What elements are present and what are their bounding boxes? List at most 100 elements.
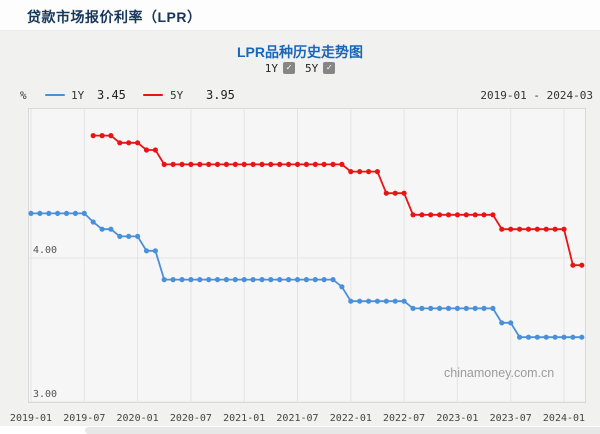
data-point-5y[interactable] bbox=[348, 169, 354, 175]
data-point-1y[interactable] bbox=[561, 334, 567, 340]
data-point-1y[interactable] bbox=[552, 334, 558, 340]
data-point-1y[interactable] bbox=[63, 210, 70, 216]
data-point-1y[interactable] bbox=[472, 305, 478, 311]
data-point-5y[interactable] bbox=[445, 212, 452, 218]
lpr-line-chart[interactable] bbox=[28, 108, 586, 403]
data-point-5y[interactable] bbox=[472, 212, 478, 218]
data-point-1y[interactable] bbox=[383, 298, 389, 304]
data-point-5y[interactable] bbox=[303, 161, 309, 167]
data-point-5y[interactable] bbox=[232, 161, 238, 167]
data-point-1y[interactable] bbox=[303, 277, 309, 283]
data-point-1y[interactable] bbox=[294, 277, 301, 283]
data-point-1y[interactable] bbox=[46, 210, 52, 216]
data-point-1y[interactable] bbox=[170, 277, 176, 283]
data-point-5y[interactable] bbox=[428, 212, 434, 218]
data-point-1y[interactable] bbox=[312, 277, 318, 283]
data-point-1y[interactable] bbox=[321, 277, 327, 283]
data-point-1y[interactable] bbox=[543, 334, 549, 340]
data-point-1y[interactable] bbox=[241, 277, 247, 283]
data-point-1y[interactable] bbox=[277, 277, 283, 283]
data-point-5y[interactable] bbox=[179, 161, 185, 167]
data-point-5y[interactable] bbox=[517, 226, 523, 232]
data-point-1y[interactable] bbox=[437, 305, 443, 311]
data-point-1y[interactable] bbox=[28, 210, 34, 216]
data-point-5y[interactable] bbox=[143, 147, 150, 153]
data-point-5y[interactable] bbox=[170, 161, 176, 167]
data-point-1y[interactable] bbox=[55, 210, 61, 216]
data-point-5y[interactable] bbox=[490, 212, 496, 218]
data-point-5y[interactable] bbox=[419, 212, 425, 218]
data-point-5y[interactable] bbox=[561, 226, 567, 232]
data-point-5y[interactable] bbox=[330, 161, 336, 167]
data-point-5y[interactable] bbox=[277, 161, 283, 167]
data-point-5y[interactable] bbox=[188, 161, 194, 167]
data-point-1y[interactable] bbox=[152, 248, 158, 254]
data-point-5y[interactable] bbox=[579, 262, 585, 268]
data-point-5y[interactable] bbox=[534, 226, 540, 232]
data-point-1y[interactable] bbox=[570, 334, 576, 340]
data-point-1y[interactable] bbox=[401, 298, 407, 304]
data-point-5y[interactable] bbox=[339, 161, 345, 167]
data-point-1y[interactable] bbox=[37, 210, 43, 216]
data-point-5y[interactable] bbox=[383, 190, 389, 196]
data-point-1y[interactable] bbox=[525, 334, 532, 340]
data-point-1y[interactable] bbox=[463, 305, 469, 311]
data-point-5y[interactable] bbox=[481, 212, 487, 218]
data-point-1y[interactable] bbox=[259, 277, 265, 283]
checkbox-1y[interactable]: ✓ bbox=[283, 62, 295, 74]
data-point-1y[interactable] bbox=[90, 219, 96, 225]
data-point-5y[interactable] bbox=[312, 161, 318, 167]
data-point-5y[interactable] bbox=[90, 133, 96, 139]
data-point-1y[interactable] bbox=[534, 334, 540, 340]
data-point-1y[interactable] bbox=[223, 277, 229, 283]
data-point-5y[interactable] bbox=[321, 161, 327, 167]
data-point-1y[interactable] bbox=[366, 298, 372, 304]
data-point-1y[interactable] bbox=[490, 305, 496, 311]
data-point-1y[interactable] bbox=[374, 298, 380, 304]
data-point-5y[interactable] bbox=[401, 190, 407, 196]
data-point-1y[interactable] bbox=[214, 277, 221, 283]
data-point-5y[interactable] bbox=[241, 161, 247, 167]
data-point-1y[interactable] bbox=[357, 298, 363, 304]
data-point-5y[interactable] bbox=[508, 226, 514, 232]
data-point-5y[interactable] bbox=[268, 161, 274, 167]
data-point-1y[interactable] bbox=[72, 210, 78, 216]
data-point-1y[interactable] bbox=[419, 305, 425, 311]
data-point-5y[interactable] bbox=[197, 161, 203, 167]
data-point-5y[interactable] bbox=[437, 212, 443, 218]
data-point-1y[interactable] bbox=[197, 277, 203, 283]
data-point-5y[interactable] bbox=[99, 133, 105, 139]
data-point-5y[interactable] bbox=[223, 161, 229, 167]
data-point-1y[interactable] bbox=[392, 298, 398, 304]
data-point-5y[interactable] bbox=[108, 133, 114, 139]
data-point-1y[interactable] bbox=[330, 277, 336, 283]
data-point-1y[interactable] bbox=[232, 277, 238, 283]
data-point-5y[interactable] bbox=[135, 140, 141, 146]
data-point-1y[interactable] bbox=[81, 210, 87, 216]
data-point-5y[interactable] bbox=[552, 226, 558, 232]
data-point-5y[interactable] bbox=[214, 161, 221, 167]
data-point-1y[interactable] bbox=[481, 305, 487, 311]
data-point-5y[interactable] bbox=[454, 212, 460, 218]
data-point-5y[interactable] bbox=[463, 212, 469, 218]
data-point-1y[interactable] bbox=[445, 305, 452, 311]
data-point-5y[interactable] bbox=[366, 169, 372, 175]
data-point-5y[interactable] bbox=[392, 190, 398, 196]
data-point-1y[interactable] bbox=[428, 305, 434, 311]
checkbox-5y[interactable]: ✓ bbox=[323, 62, 336, 74]
data-point-1y[interactable] bbox=[117, 233, 123, 239]
data-point-1y[interactable] bbox=[188, 277, 194, 283]
data-point-1y[interactable] bbox=[126, 233, 132, 239]
data-point-1y[interactable] bbox=[99, 226, 105, 232]
data-point-5y[interactable] bbox=[161, 161, 167, 167]
data-point-5y[interactable] bbox=[374, 169, 380, 175]
data-point-1y[interactable] bbox=[499, 320, 505, 326]
data-point-1y[interactable] bbox=[108, 226, 114, 232]
data-point-5y[interactable] bbox=[570, 262, 576, 268]
data-point-5y[interactable] bbox=[286, 161, 292, 167]
data-point-1y[interactable] bbox=[517, 334, 523, 340]
data-point-5y[interactable] bbox=[410, 212, 416, 218]
data-point-1y[interactable] bbox=[339, 284, 345, 290]
data-point-1y[interactable] bbox=[508, 320, 514, 326]
data-point-5y[interactable] bbox=[117, 140, 123, 146]
